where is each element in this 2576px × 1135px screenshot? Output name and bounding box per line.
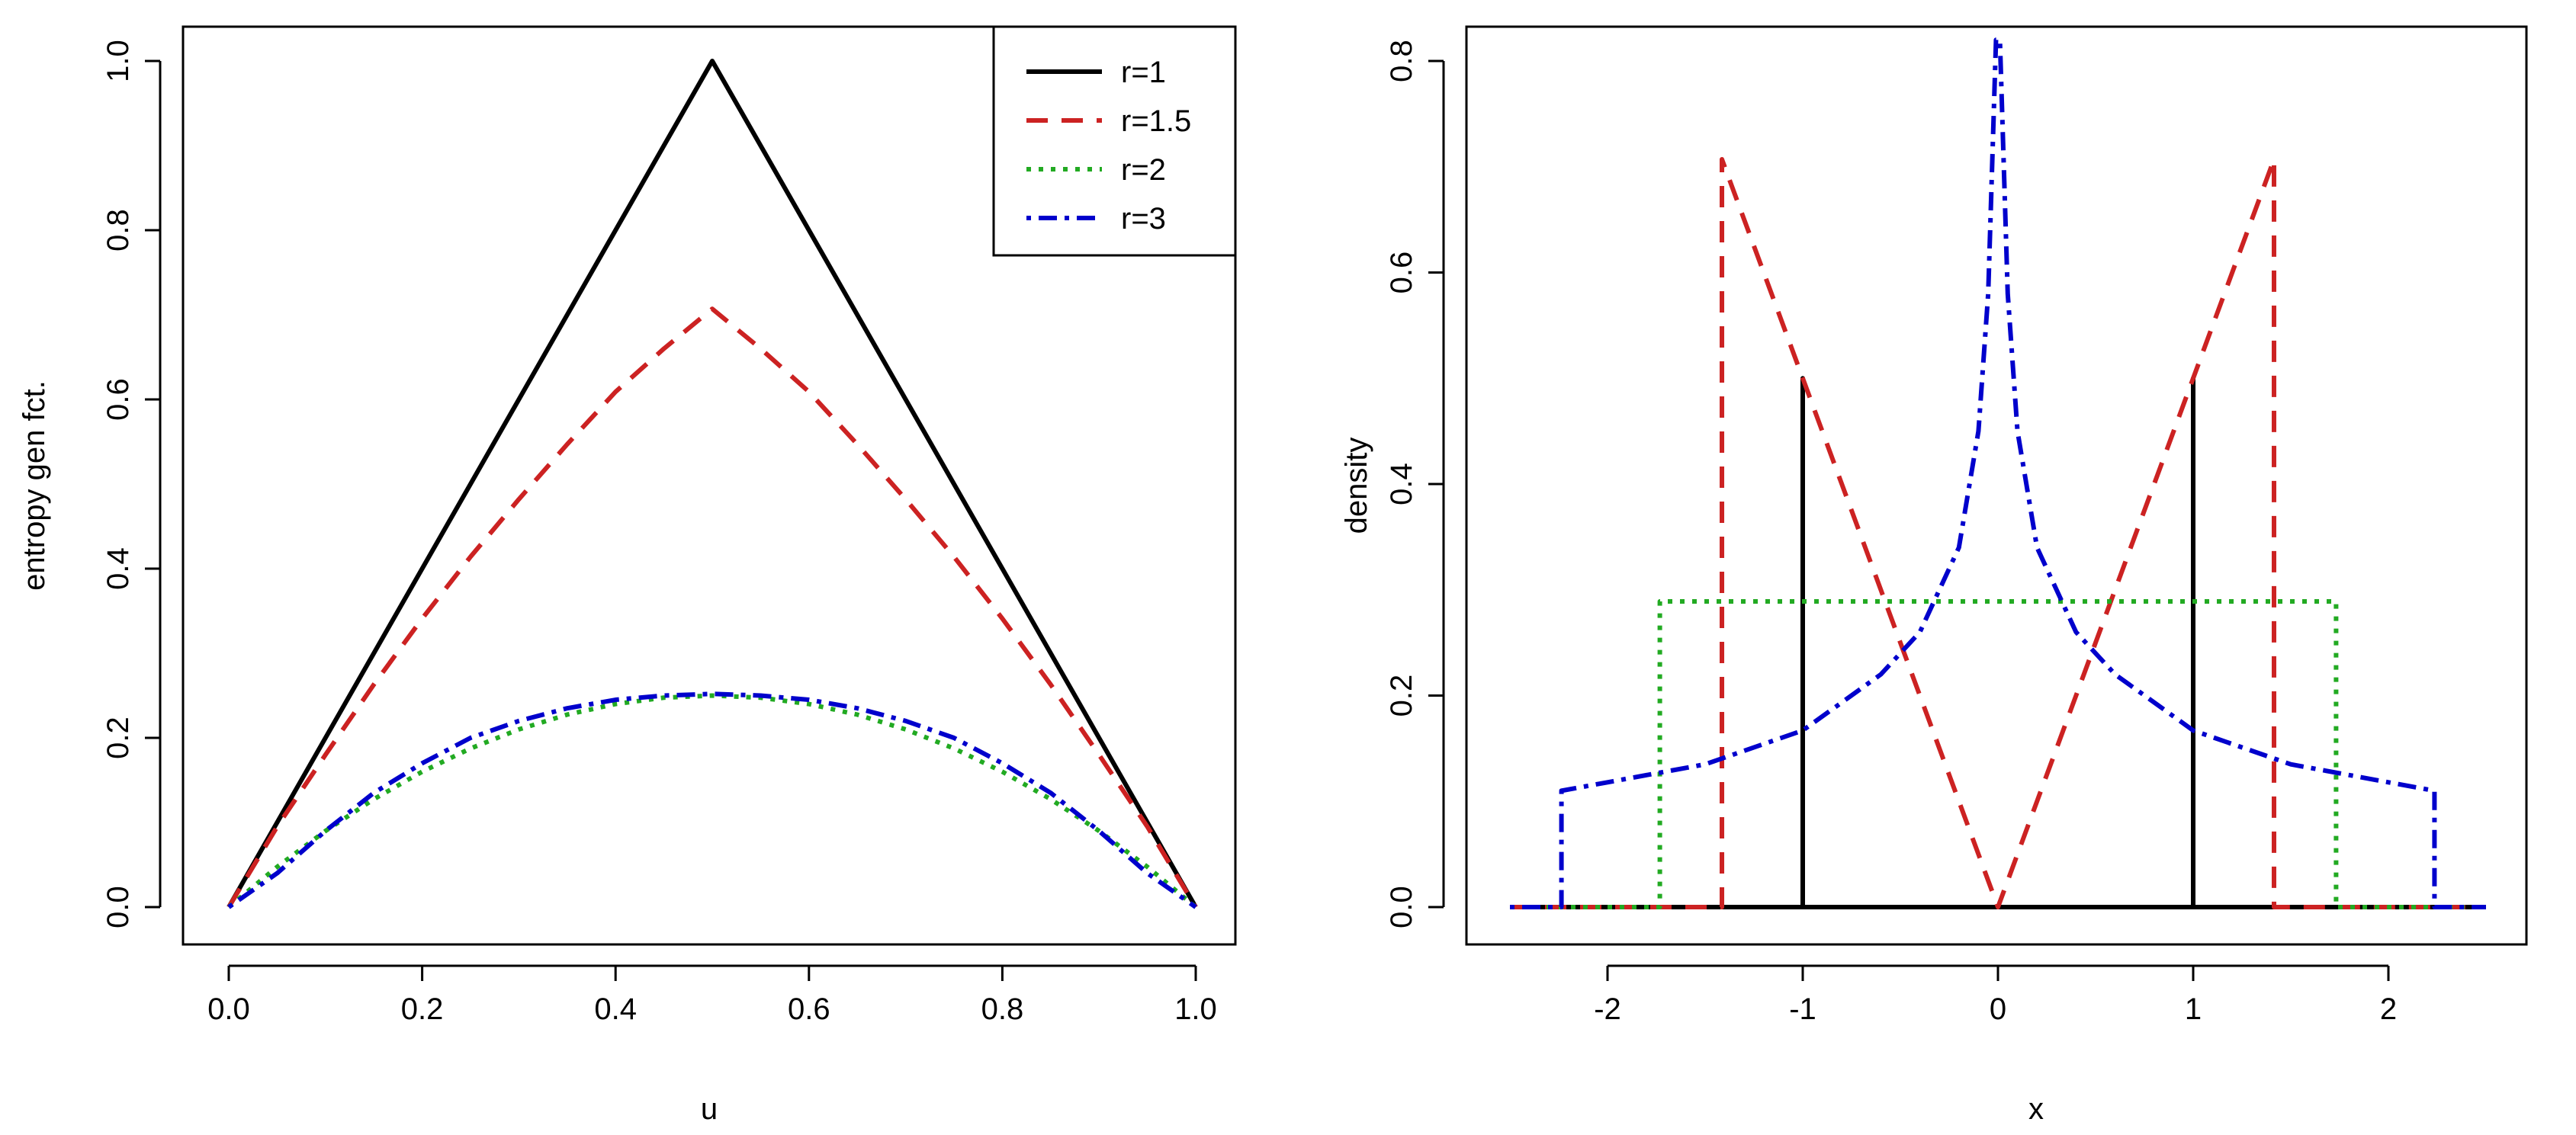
density-y-tick-label: 0.2 — [1385, 675, 1418, 717]
density-series-r-3 — [1510, 37, 2486, 909]
legend-label-r1: r=1 — [1121, 56, 1166, 89]
density-x-tick-label: -1 — [1789, 992, 1816, 1026]
entropy-series-r-1-5 — [226, 306, 1198, 909]
entropy-y-tick-label: 1.0 — [101, 40, 135, 82]
entropy-x-tick-label: 0.8 — [981, 992, 1024, 1026]
entropy-legend-box — [992, 25, 1237, 257]
density-plot-frame — [1465, 25, 2528, 946]
entropy-x-tick-label: 0.2 — [401, 992, 444, 1026]
entropy-y-tick-label: 0.6 — [101, 378, 135, 421]
entropy-series-r-2 — [227, 693, 1197, 909]
entropy-x-tick-label: 0.0 — [207, 992, 250, 1026]
entropy-chart-panel: 0.0 0.2 0.4 0.6 0.8 1.0 0.0 0.2 0.4 0.6 0.8 1.0 u e… — [18, 25, 1237, 1126]
density-x-axis-label: x — [2028, 1092, 2044, 1126]
legend-entry-r3: r=3 — [1026, 202, 1166, 236]
density-y-tick-label: 0.8 — [1385, 40, 1418, 82]
density-series-layer — [1510, 37, 2486, 909]
entropy-legend: r=1 r=1.5 r=2 r=3 — [992, 25, 1237, 257]
entropy-y-tick-label: 0.2 — [101, 717, 135, 759]
legend-label-r1-5: r=1.5 — [1121, 104, 1191, 138]
legend-label-r2: r=2 — [1121, 153, 1166, 187]
entropy-x-axis-label: u — [701, 1092, 718, 1126]
density-series-r-1 — [1510, 376, 2486, 909]
entropy-series-r-3 — [227, 691, 1197, 909]
density-series-r-1-5 — [1510, 157, 2486, 909]
entropy-y-tick-label: 0.0 — [101, 886, 135, 928]
density-axes-layer: -2 -1 0 1 2 0.0 0.2 0.4 0.6 0.8 — [1385, 40, 2397, 1026]
entropy-series-r-1 — [226, 59, 1198, 909]
entropy-plot-frame — [181, 25, 1237, 946]
entropy-y-axis-label: entropy gen fct. — [18, 380, 51, 591]
density-y-tick-label: 0.6 — [1385, 252, 1418, 294]
entropy-x-tick-label: 1.0 — [1174, 992, 1217, 1026]
entropy-y-tick-label: 0.8 — [101, 209, 135, 252]
entropy-y-tick-label: 0.4 — [101, 547, 135, 590]
density-x-tick-label: 1 — [2185, 992, 2202, 1026]
legend-label-r3: r=3 — [1121, 202, 1166, 236]
density-y-axis-label: density — [1340, 438, 1373, 534]
entropy-x-tick-label: 0.6 — [788, 992, 830, 1026]
density-x-tick-label: -2 — [1594, 992, 1621, 1026]
density-x-tick-label: 2 — [2380, 992, 2397, 1026]
entropy-series-layer — [226, 59, 1198, 909]
legend-entry-r2: r=2 — [1026, 153, 1166, 187]
legend-entry-r1-5: r=1.5 — [1026, 104, 1191, 138]
entropy-axes-layer: 0.0 0.2 0.4 0.6 0.8 1.0 0.0 0.2 0.4 0.6 0.8 1.0 — [101, 40, 1217, 1026]
legend-entry-r1: r=1 — [1026, 56, 1166, 89]
density-series-r-2 — [1510, 599, 2486, 909]
density-chart-panel: -2 -1 0 1 2 0.0 0.2 0.4 0.6 0.8 x density — [1340, 25, 2528, 1126]
density-y-tick-label: 0.0 — [1385, 886, 1418, 928]
entropy-x-tick-label: 0.4 — [594, 992, 637, 1026]
density-x-tick-label: 0 — [1990, 992, 2006, 1026]
density-y-tick-label: 0.4 — [1385, 463, 1418, 505]
